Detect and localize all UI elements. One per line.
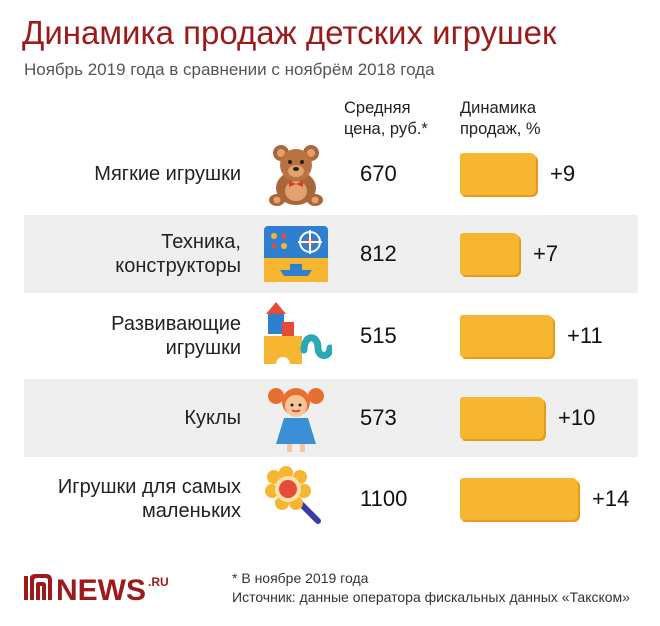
- chart-title: Динамика продаж детских игрушек: [22, 14, 557, 51]
- logo-suffix: .RU: [148, 575, 169, 589]
- sales-change-label: +7: [533, 241, 559, 266]
- category-label-line: Развивающие: [111, 313, 241, 335]
- avg-price-value: 670: [360, 161, 397, 186]
- logo-text: NEWS: [56, 574, 146, 604]
- category-icon: [260, 138, 332, 210]
- chart-row: Куклы 573 +10: [24, 379, 638, 457]
- sales-change-label: +11: [567, 323, 603, 348]
- category-label-line: Техника,: [161, 231, 241, 253]
- category-icon: [260, 218, 332, 290]
- chart-row: Техника, конструкторы 812 +7: [24, 215, 638, 293]
- category-label-line: конструкторы: [115, 255, 241, 277]
- sales-change-bar: [460, 315, 553, 357]
- category-label: Развивающие игрушки: [11, 312, 241, 360]
- category-label-line: маленьких: [141, 500, 241, 522]
- category-icon: [260, 463, 332, 535]
- sales-change-bar: [460, 397, 544, 439]
- chart-row: Развивающие игрушки 515 +11: [24, 297, 638, 375]
- sales-change-label: +9: [550, 161, 576, 186]
- category-label: Игрушки для самых маленьких: [11, 475, 241, 523]
- category-icon: [260, 382, 332, 454]
- sales-change-label: +14: [592, 486, 630, 511]
- category-label-line: Игрушки для самых: [57, 476, 241, 498]
- chart-subtitle: Ноябрь 2019 года в сравнении с ноябрём 2…: [24, 60, 435, 79]
- source-note: Источник: данные оператора фискальных да…: [232, 589, 630, 605]
- category-icon: [260, 300, 334, 372]
- category-label: Мягкие игрушки: [11, 162, 241, 186]
- avg-price-value: 515: [360, 323, 397, 348]
- teddy-bear-icon: [269, 145, 323, 206]
- sales-change-label: +10: [558, 405, 596, 430]
- chart-row: Мягкие игрушки 670 +9: [24, 135, 638, 213]
- baby-rattle-icon: [265, 466, 321, 524]
- chart-row: Игрушки для самых маленьких 1100 +14: [24, 460, 638, 538]
- category-label-line: Куклы: [184, 407, 241, 429]
- avg-price-value: 1100: [360, 486, 408, 511]
- sales-change-bar: [460, 478, 578, 520]
- avg-price-value: 573: [360, 405, 397, 430]
- category-label: Куклы: [11, 406, 241, 430]
- change-column-header: Динамика продаж, %: [460, 99, 541, 138]
- news-logo: NEWS .RU: [24, 570, 184, 607]
- category-label-line: Мягкие игрушки: [94, 163, 241, 185]
- footnote: * В ноябре 2019 года: [232, 570, 369, 586]
- sales-change-bar: [460, 233, 519, 275]
- sales-change-bar: [460, 153, 536, 195]
- price-column-header: Средняя цена, руб.*: [344, 99, 428, 138]
- category-label-line: игрушки: [165, 337, 241, 359]
- doll-icon: [268, 388, 324, 452]
- avg-price-value: 812: [360, 241, 397, 266]
- news-logo-mark: NEWS .RU: [24, 574, 169, 607]
- category-label: Техника, конструкторы: [11, 230, 241, 278]
- toy-tech-icon: [264, 226, 328, 282]
- building-blocks-icon: [264, 302, 334, 364]
